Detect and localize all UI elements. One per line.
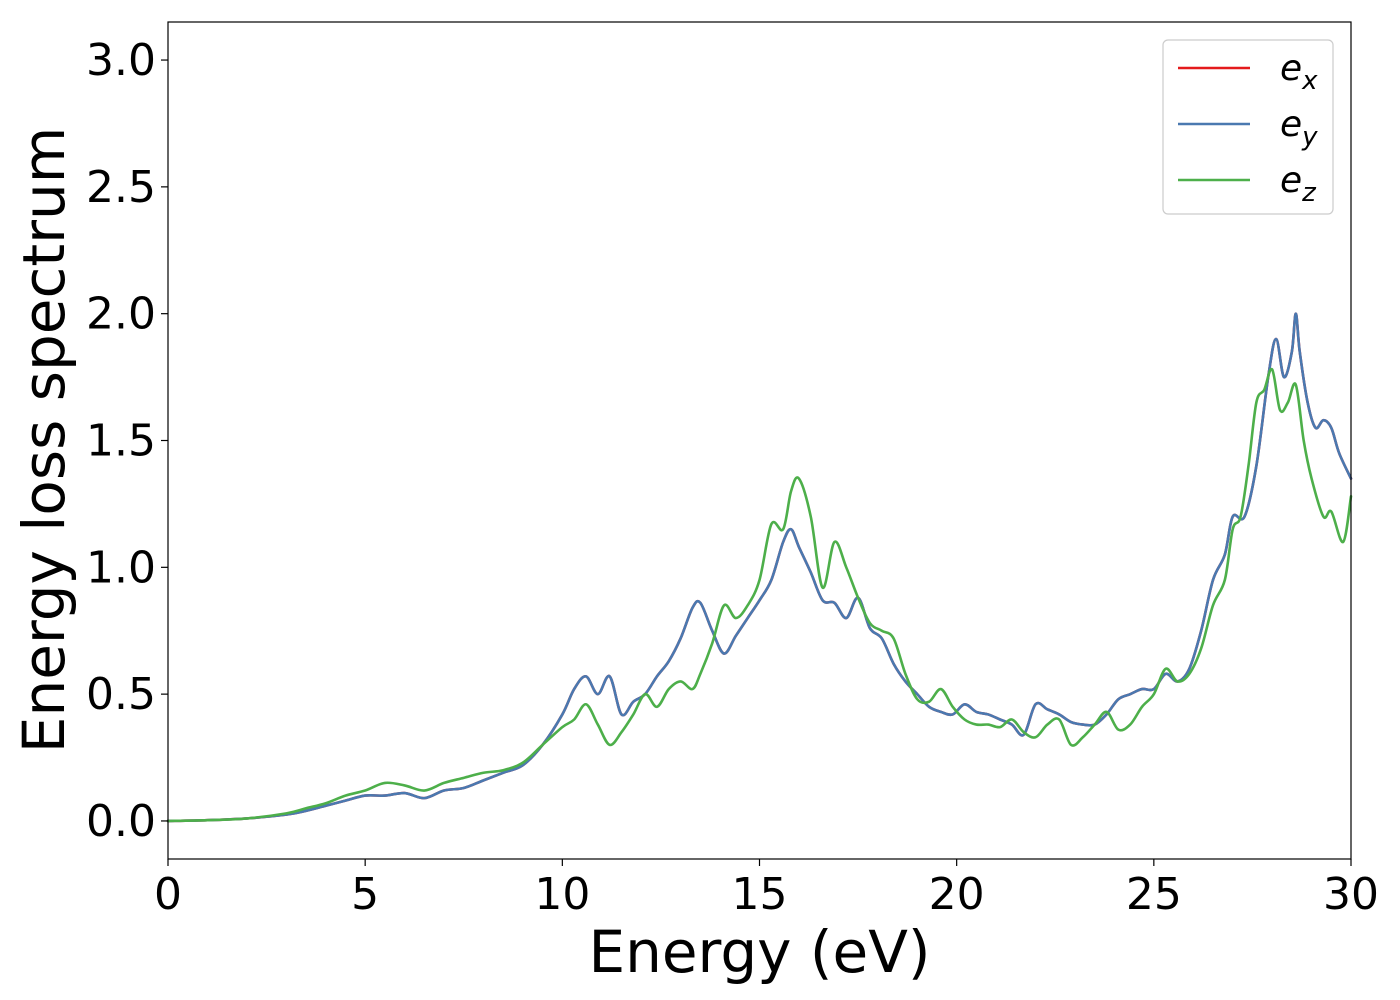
x-axis-label: Energy (eV) xyxy=(588,918,930,986)
y-tick-label: 0.0 xyxy=(86,796,156,847)
y-tick-label: 1.5 xyxy=(86,416,156,467)
x-axis-ticks: 0 5 10 15 20 25 30 xyxy=(154,859,1379,920)
y-tick-label: 3.0 xyxy=(86,35,156,86)
x-tick-label: 25 xyxy=(1126,869,1182,920)
series-layer xyxy=(166,312,1353,823)
y-tick-label: 2.0 xyxy=(86,289,156,340)
x-tick-label: 20 xyxy=(929,869,985,920)
x-tick-label: 15 xyxy=(732,869,788,920)
legend-box xyxy=(1162,39,1334,215)
plot-background xyxy=(168,22,1351,859)
x-tick-label: 10 xyxy=(534,869,590,920)
y-axis-ticks: 0.0 0.5 1.0 1.5 2.0 2.5 3.0 xyxy=(86,35,168,847)
x-tick-label: 5 xyxy=(351,869,379,920)
x-tick-label: 0 xyxy=(154,869,182,920)
y-tick-label: 0.5 xyxy=(86,669,156,720)
y-tick-label: 2.5 xyxy=(86,162,156,213)
y-axis-label: Energy loss spectrum xyxy=(10,127,78,753)
series-line-ez xyxy=(166,367,1353,823)
series-line-ey xyxy=(166,312,1353,823)
x-tick-label: 30 xyxy=(1323,869,1379,920)
y-tick-label: 1.0 xyxy=(86,542,156,593)
